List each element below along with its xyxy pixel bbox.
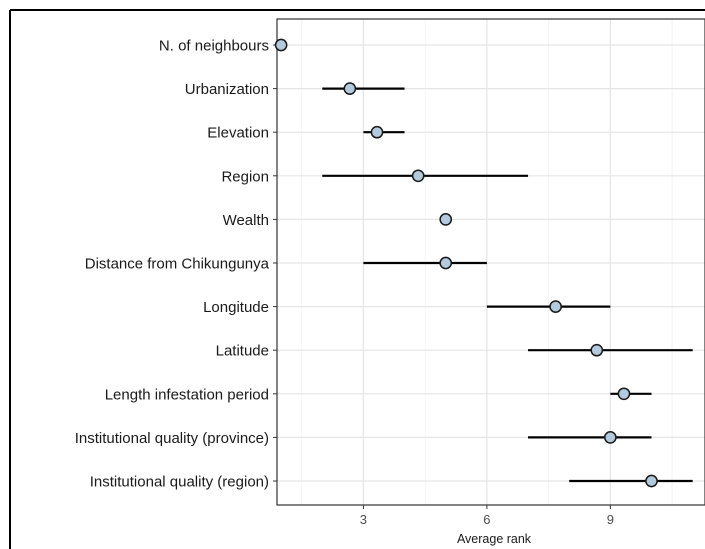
x-axis: 3 6 9 xyxy=(360,505,614,527)
data-point xyxy=(645,474,658,488)
x-axis-title: Average rank xyxy=(457,532,532,546)
y-axis: N. of neighbours Urbanization Elevation Reg… xyxy=(75,38,277,491)
data-point xyxy=(411,169,425,183)
y-tick-label: Region xyxy=(221,168,269,185)
y-tick-label: Elevation xyxy=(207,125,269,142)
data-point xyxy=(439,256,453,270)
x-tick-label: 9 xyxy=(607,512,614,527)
panel-border xyxy=(276,18,705,506)
outer-frame xyxy=(9,9,705,549)
panel-frame xyxy=(276,18,705,506)
data-point xyxy=(343,82,357,95)
y-tick-label: Length infestation period xyxy=(105,386,269,403)
y-tick-label: Latitude xyxy=(216,343,269,360)
data-point xyxy=(603,431,617,444)
y-tick-label: Urbanization xyxy=(185,81,269,98)
x-tick-label: 6 xyxy=(483,512,490,527)
data-point xyxy=(590,343,604,357)
y-tick-label: Institutional quality (province) xyxy=(75,430,269,447)
y-tick-label: Distance from Chikungunya xyxy=(85,256,270,273)
data-point xyxy=(370,125,384,139)
data-point xyxy=(549,300,562,313)
y-tick-label: N. of neighbours xyxy=(159,38,269,55)
x-tick-label: 3 xyxy=(360,512,367,527)
data-point xyxy=(274,38,288,52)
y-tick-label: Institutional quality (region) xyxy=(90,474,269,491)
data-point xyxy=(617,387,631,401)
y-tick-label: Wealth xyxy=(223,212,269,229)
y-tick-label: Longitude xyxy=(203,299,269,316)
data-point xyxy=(439,213,453,226)
marks-layer xyxy=(274,38,693,488)
